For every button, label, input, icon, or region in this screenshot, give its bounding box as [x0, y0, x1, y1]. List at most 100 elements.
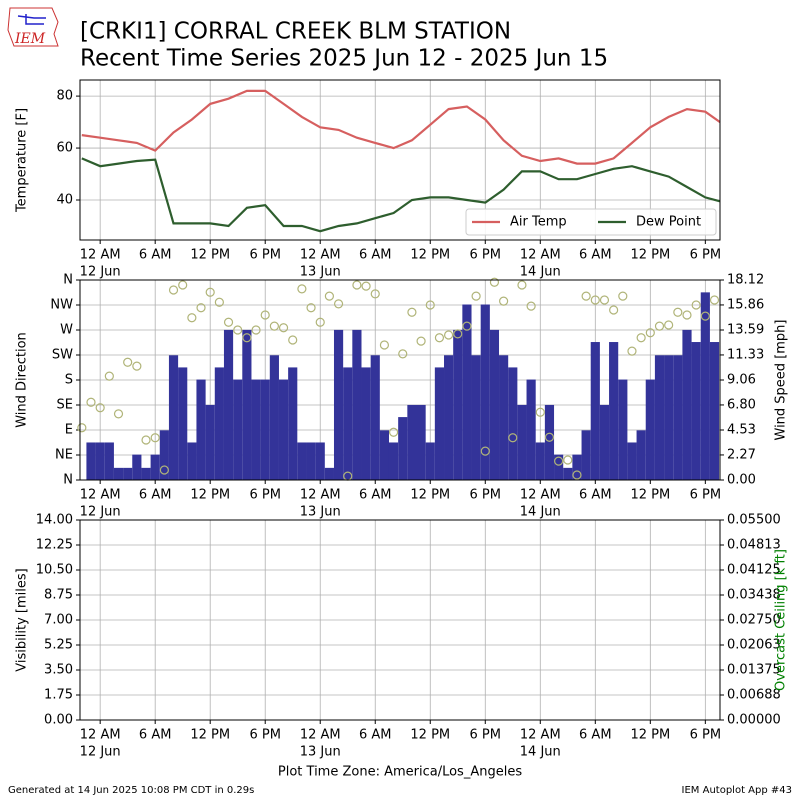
y2-tick-label: 0.02063: [727, 638, 781, 653]
scatter-point: [297, 284, 307, 294]
x-tick-label: 12 AM: [300, 248, 341, 263]
scatter-point: [453, 329, 463, 339]
x-tick-label: 12 AM: [300, 488, 341, 503]
bar: [315, 442, 325, 480]
scatter-point: [370, 289, 380, 299]
y-tick-label: N: [63, 473, 73, 488]
bar: [352, 329, 362, 480]
bar: [242, 329, 252, 480]
scatter-point: [434, 333, 445, 343]
bar: [636, 430, 646, 480]
x-tick-label: 12 AM: [520, 248, 561, 263]
x-tick-label: 6 AM: [579, 248, 612, 263]
bar: [434, 367, 445, 480]
y2-tick-label: 0.01375: [727, 663, 781, 678]
scatter-point: [508, 433, 518, 443]
bar: [278, 379, 289, 480]
scatter-point: [288, 335, 298, 345]
x-tick-label: 6 PM: [690, 488, 721, 503]
scatter-point: [627, 346, 637, 356]
y-tick-label: 0.00: [44, 713, 73, 728]
scatter-point: [95, 403, 105, 413]
x-tick-label: 6 PM: [690, 728, 721, 743]
panel: 12 AM 6 AM 12 PM 6 PM 12 AM 6 AM 12 PM 6 PM 12 A…: [15, 79, 721, 280]
x-tick-label: 6 AM: [359, 488, 392, 503]
scatter-point: [636, 333, 646, 343]
x-tick-label: 12 PM: [630, 248, 670, 263]
bar: [168, 355, 179, 480]
bar: [700, 292, 710, 480]
scatter-point: [682, 310, 692, 320]
y2-tick-label: 13.59: [727, 323, 764, 338]
bar: [288, 367, 298, 480]
y2-axis-label: Overcast Ceiling [k ft]: [774, 549, 789, 691]
bar: [471, 355, 481, 480]
scatter-point: [691, 300, 701, 310]
x-axis-label: Plot Time Zone: America/Los_Angeles: [278, 765, 522, 780]
scatter-point: [104, 371, 114, 381]
y-tick-label: NW: [50, 298, 73, 313]
bar: [572, 454, 582, 480]
y2-tick-label: 0.04813: [727, 538, 781, 553]
y-tick-label: 10.50: [36, 563, 73, 578]
y-tick-label: 1.75: [44, 688, 73, 703]
x-date-label: 13 Jun: [300, 505, 341, 520]
bar: [599, 404, 610, 480]
x-tick-label: 6 AM: [359, 728, 392, 743]
bar: [480, 304, 490, 480]
y-tick-label: 80: [56, 89, 73, 104]
scatter-point: [168, 285, 179, 295]
scatter-point: [554, 456, 564, 466]
y2-axis-label: Wind Speed [mph]: [774, 320, 789, 441]
bar: [361, 367, 371, 480]
bar: [324, 467, 334, 480]
bar: [645, 379, 655, 480]
y2-tick-label: 11.33: [727, 347, 764, 362]
y2-tick-label: 15.86: [727, 297, 764, 312]
x-tick-label: 6 AM: [579, 728, 612, 743]
bar: [251, 379, 261, 480]
bar: [132, 454, 142, 480]
x-date-label: 13 Jun: [300, 265, 341, 280]
scatter-point: [563, 455, 573, 465]
bar: [260, 379, 270, 480]
bar: [499, 355, 509, 480]
y2-tick-label: 0.02750: [727, 613, 781, 628]
axes-frame: [79, 79, 721, 241]
scatter-point: [517, 280, 527, 290]
y-tick-label: SE: [57, 398, 73, 413]
x-tick-label: 12 PM: [190, 248, 230, 263]
scatter-point: [77, 423, 87, 433]
scatter-point: [609, 305, 619, 315]
scatter-point: [205, 287, 215, 297]
x-tick-label: 12 PM: [410, 728, 450, 743]
scatter-point: [178, 280, 188, 290]
bar: [343, 367, 353, 480]
y-tick-label: 12.25: [36, 538, 73, 553]
x-tick-label: 6 PM: [470, 728, 501, 743]
y-tick-label: 60: [56, 141, 73, 156]
y2-tick-label: 0.00000: [727, 713, 781, 728]
bar: [535, 442, 545, 480]
scatter-point: [333, 299, 344, 309]
scatter-point: [141, 435, 151, 445]
x-tick-label: 12 AM: [80, 248, 121, 263]
bar: [150, 454, 160, 480]
bar: [95, 442, 105, 480]
bar: [618, 379, 628, 480]
bar: [664, 355, 674, 480]
bar: [104, 442, 114, 480]
x-tick-label: 6 PM: [249, 728, 280, 743]
scatter-point: [260, 310, 270, 320]
x-tick-label: 12 PM: [630, 728, 670, 743]
scatter-point: [352, 280, 362, 290]
y-tick-label: 7.00: [44, 613, 73, 628]
bar: [233, 379, 243, 480]
x-date-label: 12 Jun: [80, 265, 121, 280]
scatter-point: [187, 313, 197, 323]
x-tick-label: 6 PM: [249, 248, 280, 263]
bar: [196, 379, 206, 480]
scatter-point: [673, 307, 683, 317]
scatter-point: [535, 407, 545, 417]
